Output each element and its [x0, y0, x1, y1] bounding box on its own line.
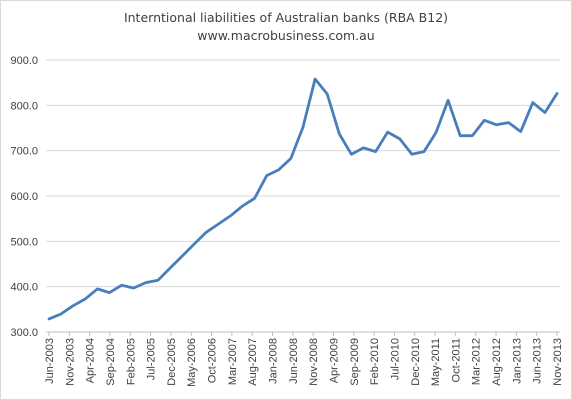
x-tick-label: Nov-2013 [552, 338, 564, 386]
x-tick-label: Jul-2010 [389, 338, 401, 380]
x-tick-label: Mar-2012 [471, 338, 483, 385]
chart-subtitle: www.macrobusiness.com.au [197, 28, 375, 43]
x-tick-label: Aug-2007 [247, 338, 259, 386]
x-tick-label: Oct-2011 [450, 338, 462, 382]
x-tick-label: Sep-2004 [105, 338, 117, 386]
x-tick-label: Nov-2008 [308, 338, 320, 386]
x-axis-ticks: Jun-2003 Nov-2003 Apr-2004 Sep-2004 Feb-2005… [44, 332, 564, 387]
x-tick-label: Feb-2005 [125, 338, 137, 385]
x-tick-label: Jan-2008 [268, 338, 280, 384]
y-tick-label: 800.0 [10, 100, 38, 112]
x-tick-label: Apr-2009 [328, 338, 340, 383]
x-tick-label: Feb-2010 [369, 338, 381, 385]
x-tick-label: Mar-2007 [227, 338, 239, 385]
y-tick-label: 700.0 [10, 146, 38, 158]
x-tick-label: Jan-2013 [511, 338, 523, 384]
y-tick-label: 900.0 [10, 55, 38, 67]
x-tick-label: Nov-2003 [64, 338, 76, 386]
x-tick-label: May-2011 [430, 338, 442, 386]
x-tick-label: Dec-2005 [166, 338, 178, 386]
x-tick-label: Aug-2012 [491, 338, 503, 386]
x-tick-label: Sep-2009 [349, 338, 361, 386]
x-tick-label: May-2006 [186, 338, 198, 387]
x-tick-label: Jun-2013 [532, 338, 544, 384]
x-tick-label: Dec-2010 [410, 338, 422, 386]
y-tick-label: 600.0 [10, 191, 38, 203]
x-tick-label: Jun-2003 [44, 338, 56, 384]
x-tick-label: Jun-2008 [288, 338, 300, 384]
x-tick-label: Oct-2006 [207, 338, 219, 383]
y-tick-label: 400.0 [10, 282, 38, 294]
y-tick-label: 500.0 [10, 236, 38, 248]
y-tick-label: 300.0 [10, 327, 38, 339]
x-tick-label: Jul-2005 [146, 338, 158, 380]
gridlines [46, 59, 560, 288]
x-tick-label: Apr-2004 [85, 338, 97, 383]
y-axis-ticks: 300.0 400.0 500.0 600.0 700.0 800.0 900.0 [10, 55, 38, 339]
series-line [47, 77, 559, 321]
chart-title: Interntional liabilities of Australian b… [123, 10, 449, 25]
